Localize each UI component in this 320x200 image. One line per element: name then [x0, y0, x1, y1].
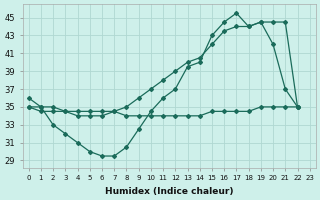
X-axis label: Humidex (Indice chaleur): Humidex (Indice chaleur) — [105, 187, 234, 196]
